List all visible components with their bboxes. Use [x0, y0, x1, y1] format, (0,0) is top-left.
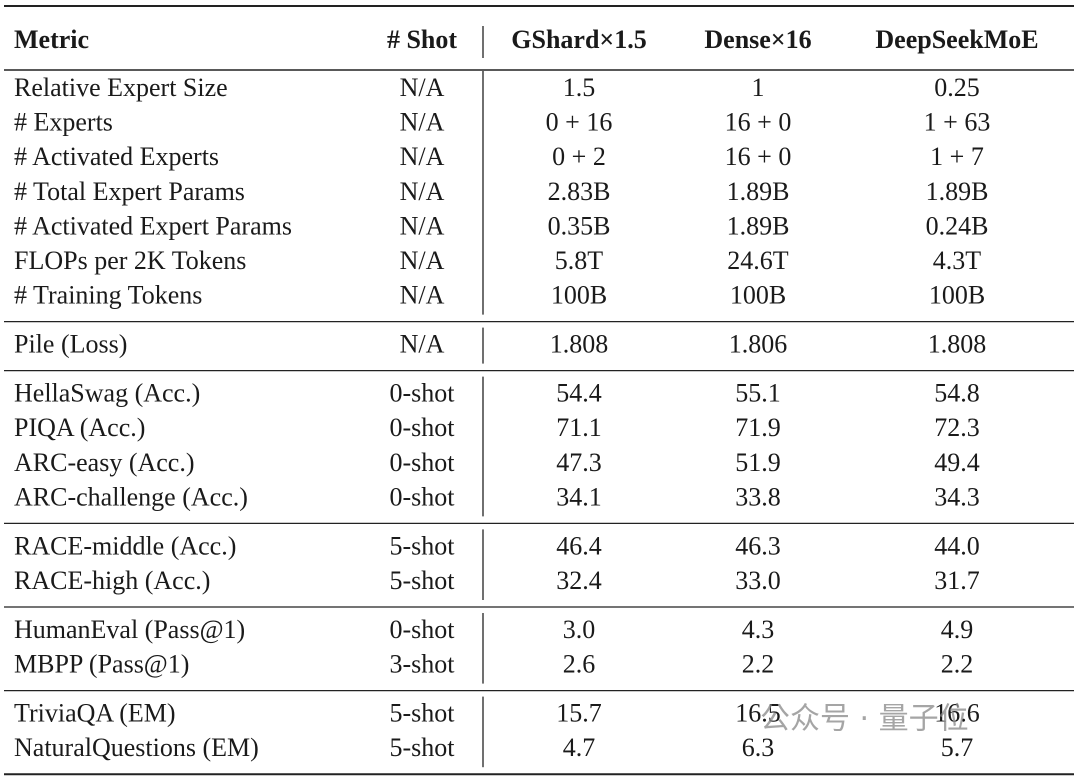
- value-cell: 1.808: [550, 330, 609, 359]
- metric-name: RACE-high (Acc.): [14, 566, 210, 595]
- metric-name: PIQA (Acc.): [14, 413, 145, 442]
- value-cell: 2.2: [742, 650, 775, 679]
- value-cell: 100B: [730, 281, 786, 310]
- value-cell: 4.3: [742, 615, 775, 644]
- shot-cell: N/A: [400, 246, 445, 275]
- metric-name: Pile (Loss): [14, 330, 127, 359]
- value-cell: 1.806: [729, 330, 788, 359]
- value-cell: 3.0: [563, 615, 596, 644]
- value-cell: 1: [752, 73, 765, 102]
- value-cell: 55.1: [735, 379, 781, 408]
- value-cell: 100B: [551, 281, 607, 310]
- shot-cell: 0-shot: [390, 413, 456, 442]
- shot-cell: 5-shot: [390, 531, 456, 560]
- value-cell: 46.4: [556, 531, 602, 560]
- value-cell: 71.9: [735, 413, 781, 442]
- value-cell: 0 + 16: [546, 108, 613, 137]
- value-cell: 5.8T: [555, 246, 604, 275]
- value-cell: 16 + 0: [725, 108, 792, 137]
- value-cell: 2.83B: [548, 177, 611, 206]
- shot-cell: 5-shot: [390, 699, 456, 728]
- value-cell: 33.0: [735, 566, 781, 595]
- value-cell: 54.8: [934, 379, 980, 408]
- metric-name: Relative Expert Size: [14, 73, 228, 102]
- shot-cell: N/A: [400, 281, 445, 310]
- metric-name: HellaSwag (Acc.): [14, 379, 200, 408]
- value-cell: 31.7: [934, 566, 980, 595]
- value-cell: 16.5: [735, 699, 781, 728]
- metric-name: # Activated Experts: [14, 142, 219, 171]
- metric-name: # Experts: [14, 108, 113, 137]
- column-header: # Shot: [387, 25, 457, 54]
- metric-name: HumanEval (Pass@1): [14, 615, 245, 644]
- value-cell: 1.89B: [727, 177, 790, 206]
- metric-name: # Total Expert Params: [14, 177, 245, 206]
- column-header: DeepSeekMoE: [875, 25, 1038, 54]
- metric-name: ARC-easy (Acc.): [14, 448, 195, 477]
- shot-cell: N/A: [400, 108, 445, 137]
- watermark: 公众号 · 量子位: [760, 702, 969, 737]
- value-cell: 47.3: [556, 448, 602, 477]
- value-cell: 1.89B: [926, 177, 989, 206]
- value-cell: 51.9: [735, 448, 781, 477]
- metric-name: ARC-challenge (Acc.): [14, 482, 248, 511]
- value-cell: 24.6T: [727, 246, 789, 275]
- metric-name: RACE-middle (Acc.): [14, 531, 236, 560]
- shot-cell: 0-shot: [390, 448, 456, 477]
- shot-cell: 0-shot: [390, 379, 456, 408]
- column-header: Metric: [14, 25, 89, 54]
- value-cell: 0 + 2: [552, 142, 606, 171]
- shot-cell: N/A: [400, 330, 445, 359]
- value-cell: 54.4: [556, 379, 602, 408]
- shot-cell: 5-shot: [390, 733, 456, 762]
- shot-cell: 0-shot: [390, 482, 456, 511]
- value-cell: 1.89B: [727, 211, 790, 240]
- value-cell: 6.3: [742, 733, 775, 762]
- value-cell: 100B: [929, 281, 985, 310]
- value-cell: 32.4: [556, 566, 602, 595]
- shot-cell: N/A: [400, 211, 445, 240]
- shot-cell: 3-shot: [390, 650, 456, 679]
- value-cell: 16.6: [934, 699, 980, 728]
- value-cell: 4.7: [563, 733, 596, 762]
- value-cell: 34.1: [556, 482, 602, 511]
- value-cell: 1 + 7: [930, 142, 984, 171]
- metric-name: # Activated Expert Params: [14, 211, 292, 240]
- shot-cell: N/A: [400, 142, 445, 171]
- value-cell: 0.35B: [548, 211, 611, 240]
- value-cell: 16 + 0: [725, 142, 792, 171]
- value-cell: 4.3T: [933, 246, 982, 275]
- metric-name: MBPP (Pass@1): [14, 650, 189, 679]
- value-cell: 44.0: [934, 531, 980, 560]
- value-cell: 4.9: [941, 615, 974, 644]
- value-cell: 5.7: [941, 733, 974, 762]
- value-cell: 72.3: [934, 413, 980, 442]
- value-cell: 34.3: [934, 482, 980, 511]
- value-cell: 15.7: [556, 699, 602, 728]
- shot-cell: 5-shot: [390, 566, 456, 595]
- shot-cell: N/A: [400, 177, 445, 206]
- value-cell: 0.24B: [926, 211, 989, 240]
- value-cell: 2.6: [563, 650, 596, 679]
- value-cell: 1.808: [928, 330, 987, 359]
- column-header: GShard×1.5: [511, 25, 646, 54]
- metric-name: FLOPs per 2K Tokens: [14, 246, 246, 275]
- metric-name: TriviaQA (EM): [14, 699, 176, 728]
- value-cell: 33.8: [735, 482, 781, 511]
- value-cell: 2.2: [941, 650, 974, 679]
- shot-cell: N/A: [400, 73, 445, 102]
- metric-name: NaturalQuestions (EM): [14, 733, 259, 762]
- value-cell: 46.3: [735, 531, 781, 560]
- shot-cell: 0-shot: [390, 615, 456, 644]
- value-cell: 71.1: [556, 413, 602, 442]
- value-cell: 0.25: [934, 73, 980, 102]
- value-cell: 49.4: [934, 448, 980, 477]
- value-cell: 1 + 63: [924, 108, 991, 137]
- column-header: Dense×16: [704, 25, 811, 54]
- metric-name: # Training Tokens: [14, 281, 202, 310]
- value-cell: 1.5: [563, 73, 596, 102]
